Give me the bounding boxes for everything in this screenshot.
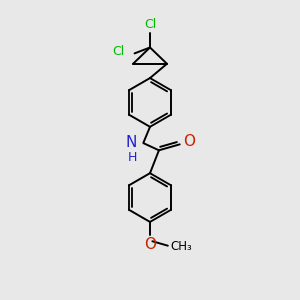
Text: O: O	[183, 134, 195, 149]
Text: N: N	[125, 135, 136, 150]
Text: Cl: Cl	[144, 18, 156, 31]
Text: O: O	[144, 237, 156, 252]
Text: Cl: Cl	[112, 45, 124, 58]
Text: CH₃: CH₃	[170, 240, 192, 253]
Text: H: H	[128, 152, 137, 164]
